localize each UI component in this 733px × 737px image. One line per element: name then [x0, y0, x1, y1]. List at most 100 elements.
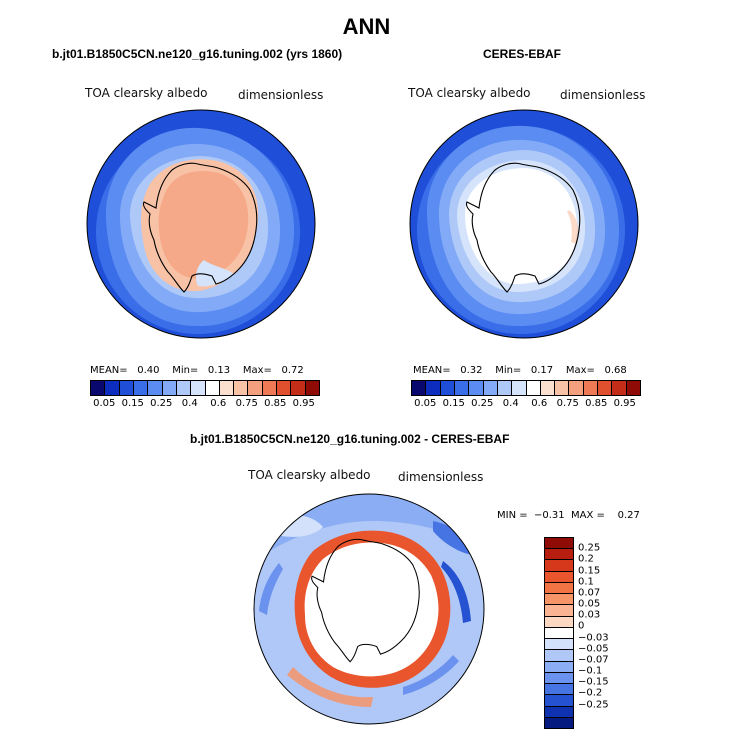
mean-value: 0.40: [137, 365, 160, 376]
colorbar-swatch: [545, 695, 573, 707]
colorbar-swatch: [545, 549, 573, 561]
panel-1-colorbar-ticks: 0.05 0.15 0.25 0.4 0.6 0.75 0.85 0.95: [90, 398, 318, 412]
colorbar-swatch: [205, 381, 220, 395]
colorbar-swatch: [545, 582, 573, 595]
colorbar-tick-label: 0.85: [264, 398, 287, 409]
colorbar-swatch: [133, 381, 149, 395]
colorbar-tick-label: 0.85: [585, 398, 608, 409]
colorbar-swatch: [545, 571, 573, 583]
colorbar-tick-label: −0.03: [578, 632, 609, 644]
panel-2-variable: TOA clearsky albedo: [408, 86, 531, 100]
colorbar-swatch: [540, 381, 556, 395]
panel-2-map: [409, 109, 639, 339]
colorbar-swatch: [545, 717, 573, 728]
colorbar-tick-label: 0.15: [442, 398, 465, 409]
diff-colorbar: [544, 537, 574, 729]
colorbar-tick-label: 0.25: [150, 398, 173, 409]
colorbar-tick-label: −0.07: [578, 654, 609, 666]
panel-2-colorbar: [411, 380, 641, 396]
colorbar-tick-label: −0.25: [578, 699, 609, 711]
colorbar-swatch: [545, 616, 573, 628]
colorbar-tick-label: 0.05: [578, 598, 601, 610]
colorbar-swatch: [526, 381, 541, 395]
colorbar-tick-label: −0.05: [578, 643, 609, 655]
figure-title: ANN: [342, 14, 391, 39]
colorbar-tick-label: 0.25: [471, 398, 494, 409]
max-value: 0.72: [281, 365, 304, 376]
colorbar-tick-label: 0.95: [292, 398, 315, 409]
min-value: −0.31: [533, 510, 565, 521]
colorbar-tick-label: 0.07: [578, 587, 601, 599]
colorbar-swatch: [569, 381, 584, 395]
panel-2-subtitle: CERES-EBAF: [483, 47, 562, 61]
colorbar-swatch: [583, 381, 599, 395]
colorbar-tick-label: 0.05: [93, 398, 116, 409]
colorbar-swatch: [545, 639, 573, 651]
mean-value: 0.32: [460, 365, 483, 376]
colorbar-swatch: [440, 381, 455, 395]
colorbar-tick-label: 0: [578, 620, 585, 632]
colorbar-tick-label: 0.05: [414, 398, 437, 409]
colorbar-swatch: [262, 381, 278, 395]
colorbar-swatch: [454, 381, 470, 395]
panel-1-colorbar: [90, 380, 320, 396]
mean-label: MEAN=: [90, 365, 128, 376]
colorbar-tick-label: 0.15: [578, 565, 601, 577]
diff-subtitle: b.jt01.B1850C5CN.ne120_g16.tuning.002 - …: [190, 432, 510, 446]
diff-stats: MIN = −0.31 MAX = 0.27: [497, 510, 640, 521]
diff-map: [253, 493, 485, 725]
panel-1-variable: TOA clearsky albedo: [85, 86, 208, 100]
max-value: 0.27: [617, 510, 640, 521]
colorbar-tick-label: −0.2: [578, 687, 603, 699]
colorbar-tick-label: 0.6: [210, 398, 227, 409]
colorbar-swatch: [512, 381, 527, 395]
max-value: 0.68: [604, 365, 627, 376]
colorbar-tick-label: 0.95: [613, 398, 636, 409]
colorbar-tick-label: 0.75: [556, 398, 579, 409]
mean-label: MEAN=: [413, 365, 451, 376]
colorbar-tick-label: 0.15: [121, 398, 144, 409]
colorbar-tick-label: 0.25: [578, 542, 601, 554]
colorbar-swatch: [545, 605, 573, 617]
min-label: Min=: [172, 365, 199, 376]
min-label: Min=: [495, 365, 522, 376]
max-label: Max=: [242, 365, 272, 376]
min-value: 0.13: [207, 365, 231, 376]
colorbar-swatch: [545, 672, 573, 685]
colorbar-tick-label: 0.03: [578, 609, 601, 621]
max-label: MAX =: [571, 510, 605, 521]
colorbar-tick-label: 0.4: [502, 398, 519, 409]
colorbar-swatch: [545, 661, 573, 673]
colorbar-swatch: [105, 381, 120, 395]
colorbar-swatch: [119, 381, 134, 395]
panel-1-subtitle: b.jt01.B1850C5CN.ne120_g16.tuning.002 (y…: [52, 47, 343, 61]
colorbar-swatch: [545, 560, 573, 572]
panel-2-units: dimensionless: [560, 88, 646, 102]
colorbar-swatch: [545, 594, 573, 606]
colorbar-swatch: [291, 381, 306, 395]
colorbar-swatch: [148, 381, 163, 395]
diff-units: dimensionless: [398, 470, 484, 484]
min-label: MIN =: [497, 510, 528, 521]
colorbar-swatch: [612, 381, 627, 395]
colorbar-swatch: [555, 381, 570, 395]
colorbar-tick-label: 0.4: [181, 398, 198, 409]
colorbar-swatch: [545, 627, 573, 640]
colorbar-swatch: [191, 381, 206, 395]
colorbar-swatch: [545, 684, 573, 696]
colorbar-swatch: [234, 381, 249, 395]
colorbar-swatch: [426, 381, 441, 395]
colorbar-swatch: [545, 538, 573, 550]
colorbar-swatch: [469, 381, 484, 395]
min-value: 0.17: [530, 365, 554, 376]
colorbar-swatch: [545, 706, 573, 718]
diff-variable: TOA clearsky albedo: [248, 468, 371, 482]
colorbar-swatch: [248, 381, 263, 395]
colorbar-tick-label: 0.6: [531, 398, 548, 409]
colorbar-swatch: [626, 381, 640, 395]
colorbar-swatch: [91, 381, 106, 395]
colorbar-swatch: [497, 381, 513, 395]
panel-2-stats: MEAN= 0.32 Min= 0.17 Max= 0.68: [413, 365, 627, 376]
diff-colorbar-ticks: 0.25 0.2 0.15 0.1 0.07 0.05 0.03 0 −0.03 −0.05 −0.…: [578, 537, 628, 727]
panel-1-map: [86, 109, 316, 339]
